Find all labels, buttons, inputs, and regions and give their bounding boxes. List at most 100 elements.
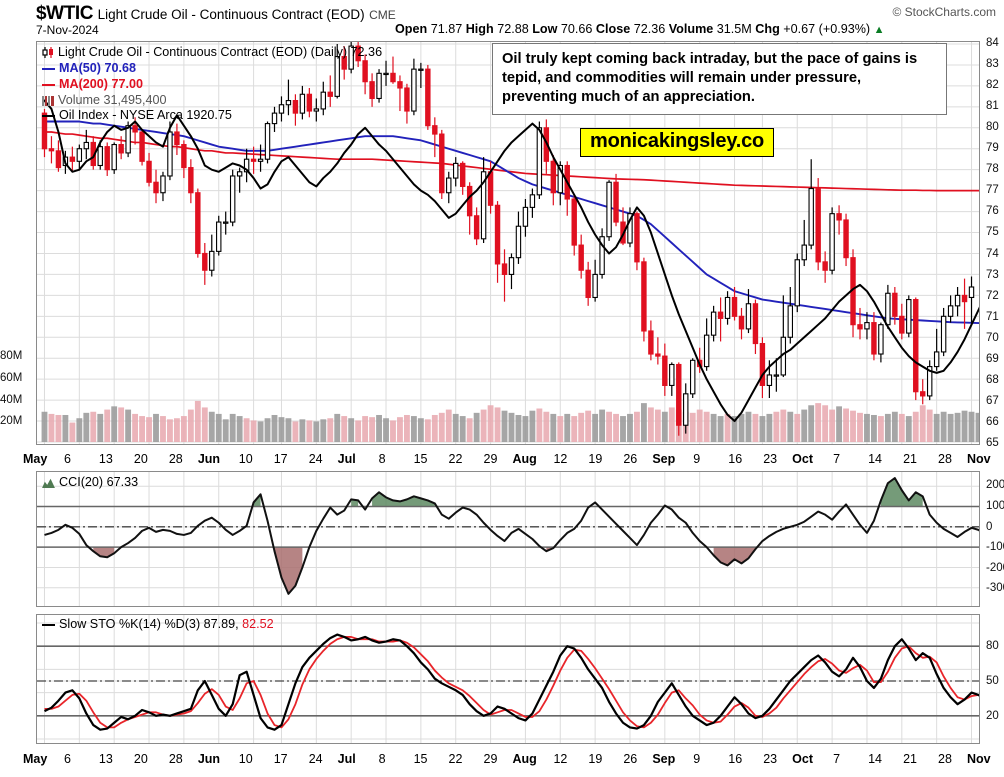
sto-d-value: 82.52 xyxy=(242,617,274,631)
price-tick-74: 74 xyxy=(986,247,999,260)
symbol-line: $WTIC Light Crude Oil - Continuous Contr… xyxy=(36,3,396,25)
high-value: 72.88 xyxy=(497,22,529,36)
low-value: 70.66 xyxy=(560,22,593,36)
sto-tick-20: 20 xyxy=(986,710,999,723)
x-tick-nov: Nov xyxy=(967,752,991,766)
x-tick-10: 10 xyxy=(238,752,253,766)
sto-k-line-icon xyxy=(42,623,55,626)
volume-value: 31.5M xyxy=(716,22,752,36)
price-tick-65: 65 xyxy=(986,436,999,449)
price-tick-77: 77 xyxy=(986,184,999,197)
volume-legend-text: Volume 31,495,400 xyxy=(58,93,167,107)
x-tick-jun: Jun xyxy=(197,452,221,466)
price-tick-78: 78 xyxy=(986,163,999,176)
price-tick-83: 83 xyxy=(986,58,999,71)
close-value: 72.36 xyxy=(633,22,666,36)
x-tick-9: 9 xyxy=(693,752,701,766)
x-tick-10: 10 xyxy=(238,452,253,466)
x-tick-aug: Aug xyxy=(512,452,537,466)
x-tick-28: 28 xyxy=(168,452,183,466)
x-tick-19: 19 xyxy=(588,752,603,766)
x-tick-8: 8 xyxy=(378,752,386,766)
symbol-ticker: $WTIC xyxy=(36,3,94,24)
x-tick-7: 7 xyxy=(833,452,841,466)
ma200-line-icon xyxy=(42,83,55,86)
x-tick-may: May xyxy=(23,752,48,766)
x-tick-24: 24 xyxy=(308,452,323,466)
x-tick-oct: Oct xyxy=(792,752,814,766)
x-tick-21: 21 xyxy=(903,452,917,466)
price-tick-84: 84 xyxy=(986,37,999,49)
oil-index-legend: Oil Index - NYSE Arca 1920.75 xyxy=(42,108,232,122)
sto-plot xyxy=(37,615,979,743)
price-tick-66: 66 xyxy=(986,415,999,428)
ma50-line-icon xyxy=(42,67,55,70)
ohlc-summary: Open 71.87 High 72.88 Low 70.66 Close 72… xyxy=(395,22,885,36)
x-tick-12: 12 xyxy=(553,752,568,766)
price-legend-title: Light Crude Oil - Continuous Contract (E… xyxy=(42,45,382,59)
stockcharts-copyright: © StockCharts.com xyxy=(892,5,996,19)
x-tick-14: 14 xyxy=(868,452,883,466)
x-tick-nov: Nov xyxy=(967,452,991,466)
x-tick-7: 7 xyxy=(833,752,841,766)
x-tick-oct: Oct xyxy=(792,452,814,466)
low-label: Low xyxy=(532,22,558,36)
ma50-legend-text: MA(50) 70.68 xyxy=(59,61,136,75)
x-tick-14: 14 xyxy=(868,752,883,766)
cci-tick--100: -100 xyxy=(986,541,1004,554)
x-tick-13: 13 xyxy=(98,752,113,766)
volume-tick-80M: 80M xyxy=(0,350,23,363)
volume-legend: Volume 31,495,400 xyxy=(42,93,167,107)
sto-legend: Slow STO %K(14) %D(3) 87.89, 82.52 xyxy=(42,617,274,631)
sto-tick-80: 80 xyxy=(986,639,999,652)
price-tick-73: 73 xyxy=(986,268,999,281)
x-tick-sep: Sep xyxy=(652,452,676,466)
cci-area-icon xyxy=(42,478,55,489)
cci-legend: CCI(20) 67.33 xyxy=(42,475,138,489)
x-tick-aug: Aug xyxy=(512,752,537,766)
x-tick-16: 16 xyxy=(728,452,743,466)
x-tick-17: 17 xyxy=(273,452,288,466)
sto-legend-text: Slow STO %K(14) %D(3) 87.89, xyxy=(59,617,239,631)
volume-tick-60M: 60M xyxy=(0,371,23,384)
x-tick-29: 29 xyxy=(483,752,498,766)
ma200-legend-text: MA(200) 77.00 xyxy=(59,77,143,91)
oil-index-line-icon xyxy=(42,114,55,117)
x-tick-24: 24 xyxy=(308,752,323,766)
x-tick-6: 6 xyxy=(63,752,71,766)
price-tick-75: 75 xyxy=(986,226,999,239)
brand-watermark: monicakingsley.co xyxy=(580,128,775,157)
x-tick-may: May xyxy=(23,452,48,466)
ma50-legend: MA(50) 70.68 xyxy=(42,61,136,75)
x-tick-23: 23 xyxy=(763,452,778,466)
x-tick-28: 28 xyxy=(938,452,952,466)
x-tick-23: 23 xyxy=(763,752,778,766)
price-legend-text: Light Crude Oil - Continuous Contract (E… xyxy=(58,45,383,59)
sto-tick-50: 50 xyxy=(986,675,999,688)
x-tick-28: 28 xyxy=(168,752,183,766)
price-tick-67: 67 xyxy=(986,394,999,407)
x-tick-20: 20 xyxy=(133,752,148,766)
x-tick-jun: Jun xyxy=(197,752,221,766)
price-tick-70: 70 xyxy=(986,331,999,344)
x-tick-19: 19 xyxy=(588,452,603,466)
close-label: Close xyxy=(595,22,631,36)
x-tick-15: 15 xyxy=(413,452,428,466)
price-tick-81: 81 xyxy=(986,100,999,113)
volume-tick-20M: 20M xyxy=(0,415,23,428)
open-label: Open xyxy=(395,22,428,36)
annotation-box: Oil truly kept coming back intraday, but… xyxy=(492,43,947,116)
ma200-legend: MA(200) 77.00 xyxy=(42,77,143,91)
sto-panel[interactable] xyxy=(36,614,980,744)
cci-panel[interactable] xyxy=(36,471,980,607)
quote-date: 7-Nov-2024 xyxy=(36,23,99,37)
x-tick-22: 22 xyxy=(448,452,463,466)
x-tick-20: 20 xyxy=(133,452,148,466)
x-tick-15: 15 xyxy=(413,752,428,766)
high-label: High xyxy=(465,22,494,36)
cci-tick--200: -200 xyxy=(986,561,1004,574)
x-tick-26: 26 xyxy=(623,752,638,766)
x-tick-29: 29 xyxy=(483,452,498,466)
x-tick-8: 8 xyxy=(378,452,386,466)
